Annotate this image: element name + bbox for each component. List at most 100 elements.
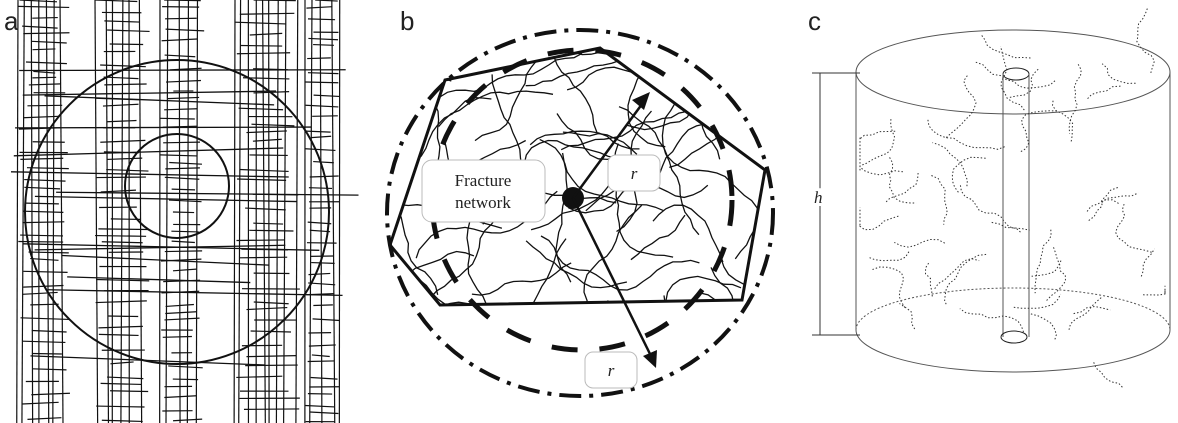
fracture (239, 108, 283, 110)
fracture (1102, 64, 1135, 84)
fracture (239, 257, 287, 258)
fracture (15, 127, 311, 128)
fracture (31, 41, 66, 43)
fracture (171, 231, 198, 232)
cylinder (812, 30, 1170, 372)
fracture (23, 211, 64, 212)
fracture (992, 222, 1030, 230)
fracture (607, 301, 678, 334)
fracture (289, 97, 392, 116)
fracture (104, 21, 139, 22)
fracture (543, 0, 664, 41)
fracture (164, 0, 201, 1)
fracture (263, 0, 266, 423)
fracture (166, 0, 168, 423)
fracture (1141, 249, 1154, 277)
fracture (313, 319, 340, 321)
fracture (32, 369, 66, 370)
fracture (98, 229, 149, 230)
panel-label: c (808, 6, 821, 36)
fracture (308, 361, 334, 362)
fracture (56, 192, 358, 195)
fracture (284, 0, 286, 423)
fracture (709, 312, 766, 352)
fracture (164, 318, 199, 320)
fracture (296, 0, 298, 423)
fracture (631, 215, 685, 260)
panel-label: b (400, 6, 414, 36)
fracture (320, 0, 322, 423)
fracture (24, 187, 60, 189)
fracture (187, 0, 188, 423)
fracture (30, 304, 58, 305)
fracture (254, 0, 296, 1)
fracture (306, 105, 339, 107)
fracture (20, 158, 63, 159)
fracture (375, 252, 474, 286)
fracture (768, 79, 825, 237)
fracture (960, 185, 1021, 233)
fracture (96, 406, 144, 407)
arrow-head (632, 92, 650, 110)
fracture (860, 208, 898, 230)
fracture (721, 258, 799, 399)
fracture (1089, 188, 1118, 221)
height-label: h (814, 188, 823, 207)
fracture (952, 157, 986, 192)
fracture (960, 309, 1024, 333)
fracture (1047, 247, 1066, 300)
fracture (276, 0, 278, 423)
fracture (441, 302, 520, 423)
fracture (103, 104, 139, 106)
fracture (17, 0, 18, 423)
fracture (467, 203, 507, 353)
panel-a-fractures (11, 0, 358, 423)
fracture (363, 300, 438, 314)
fracture (107, 30, 149, 31)
fracture (312, 355, 330, 357)
fracture (894, 240, 945, 248)
fracture (172, 189, 195, 190)
fracture (307, 58, 331, 59)
fracture (251, 124, 294, 126)
fracture (246, 131, 286, 133)
fracture (313, 0, 394, 42)
fracture (236, 376, 282, 377)
fracture (23, 341, 66, 342)
fracture (314, 95, 340, 96)
fracture (32, 77, 56, 78)
fracture (29, 84, 61, 85)
fracture (1031, 314, 1057, 341)
fracture (933, 143, 968, 187)
fracture (95, 0, 137, 2)
fracture (160, 118, 194, 119)
fracture (110, 44, 144, 45)
fracture (873, 267, 906, 308)
fracture (30, 259, 58, 261)
fracture (860, 131, 895, 139)
radius-label: r (608, 361, 615, 380)
fracture (237, 179, 286, 180)
fracture (253, 223, 283, 224)
fracture (247, 308, 288, 310)
fracture (31, 393, 70, 394)
fracture (22, 292, 57, 294)
fracture (32, 330, 67, 332)
fracture (306, 7, 332, 8)
fracture (868, 252, 909, 261)
radius-label: r (631, 164, 638, 183)
fracture (22, 222, 64, 223)
fracture (1053, 100, 1073, 142)
fracture (661, 78, 720, 160)
fracture (1087, 86, 1121, 99)
fracture (166, 81, 201, 83)
fracture (172, 241, 195, 242)
fracture (168, 97, 199, 98)
box-text: Fracture (455, 171, 512, 190)
fracture (406, 53, 582, 98)
fracture (33, 71, 55, 73)
fracture (196, 0, 197, 423)
fracture (1009, 69, 1039, 98)
fracture (530, 131, 639, 149)
fracture (332, 0, 335, 423)
